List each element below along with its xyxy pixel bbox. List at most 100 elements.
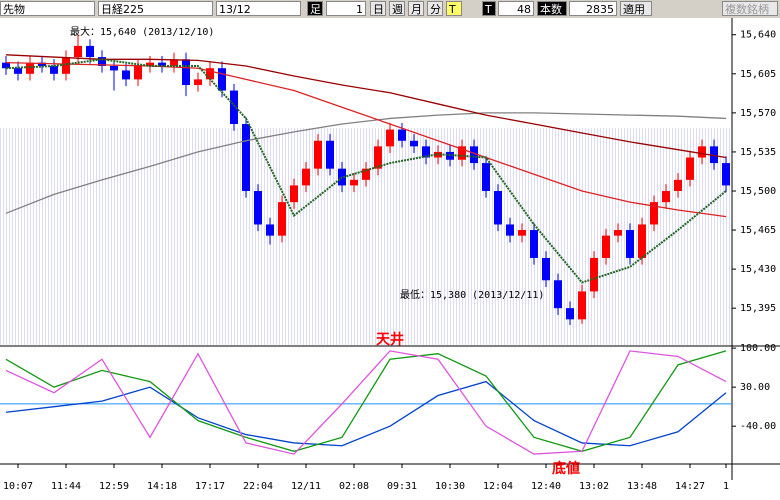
candle-body (146, 62, 154, 66)
candle-body (86, 45, 94, 58)
candle-body (98, 57, 106, 66)
count-label: 本数 (537, 1, 567, 16)
candle-body (62, 57, 70, 74)
x-tick-label: 10:30 (435, 481, 465, 492)
candle-body (410, 140, 418, 147)
candle-body (14, 68, 22, 74)
candle-body (626, 230, 634, 258)
y-tick-label: 15,640 (740, 30, 776, 41)
y-tick-label: 15,465 (740, 225, 776, 236)
candle-body (122, 70, 130, 80)
minute-button[interactable]: 分 (427, 1, 443, 16)
osc-tick-label: 100.00 (740, 343, 776, 354)
index-select[interactable]: 日経225 (98, 1, 213, 16)
x-tick-label: 14:27 (675, 481, 705, 492)
x-tick-label: 1 (723, 481, 729, 492)
candle-body (710, 146, 718, 164)
y-tick-label: 15,395 (740, 303, 776, 314)
moving-average (5, 54, 727, 159)
candle-body (662, 190, 670, 203)
tick-label: T (482, 1, 496, 16)
candle-body (386, 129, 394, 147)
candle-body (566, 308, 574, 320)
multi-button[interactable]: 複数銘柄 (722, 1, 778, 16)
x-tick-label: 14:18 (147, 481, 177, 492)
candle-body (530, 230, 538, 258)
chart: 最大：15,640 (2013/12/10) 最低：15,380 (2013/1… (0, 18, 780, 492)
x-tick-label: 22:04 (243, 481, 273, 492)
candle-body (614, 230, 622, 236)
x-tick-label: 12:40 (531, 481, 561, 492)
moving-average (5, 112, 727, 214)
bar-label: 足 (307, 1, 323, 16)
candle-body (506, 224, 514, 236)
moving-average (5, 61, 727, 218)
y-tick-label: 15,570 (740, 108, 776, 119)
candle-body (110, 65, 118, 71)
x-tick-label: 12/11 (291, 481, 321, 492)
toolbar: 先物 日経225 13/12 足 1 日 週 月 分 T T 48 本数 283… (0, 0, 780, 18)
candle-body (722, 163, 730, 186)
candle-body (170, 59, 178, 66)
x-tick-label: 12:59 (99, 481, 129, 492)
candle-body (218, 68, 226, 91)
candle-body (206, 68, 214, 80)
contract-select[interactable]: 13/12 (216, 1, 301, 16)
candle-body (650, 202, 658, 225)
x-tick-label: 17:17 (195, 481, 225, 492)
candle-body (326, 140, 334, 169)
bar-size[interactable]: 1 (326, 1, 366, 16)
top-label: 天井 (376, 331, 404, 348)
count-input[interactable]: 2835 (569, 1, 617, 16)
oscillator-line (5, 380, 727, 447)
x-tick-label: 10:07 (3, 481, 33, 492)
candle-body (302, 168, 310, 186)
product-select[interactable]: 先物 (0, 1, 95, 16)
x-tick-label: 13:48 (627, 481, 657, 492)
apply-button[interactable]: 適用 (620, 1, 652, 16)
month-button[interactable]: 月 (408, 1, 424, 16)
osc-tick-label: 30.00 (740, 382, 770, 393)
bottom-label: 底値 (552, 460, 580, 477)
candle-body (422, 146, 430, 158)
candle-body (242, 124, 250, 191)
candle-body (578, 291, 586, 320)
candle-body (74, 45, 82, 58)
y-tick-label: 15,430 (740, 264, 776, 275)
day-button[interactable]: 日 (370, 1, 386, 16)
moving-average (5, 58, 727, 284)
candle-body (698, 146, 706, 158)
candle-body (194, 79, 202, 85)
candle-body (314, 140, 322, 169)
candle-body (590, 257, 598, 292)
candle-body (602, 235, 610, 258)
candle-body (230, 90, 238, 125)
max-annotation: 最大：15,640 (2013/12/10) (70, 25, 214, 38)
x-tick-label: 13:02 (579, 481, 609, 492)
candle-body (362, 168, 370, 180)
y-tick-label: 15,535 (740, 147, 776, 158)
x-tick-label: 11:44 (51, 481, 81, 492)
candle-body (350, 179, 358, 186)
candle-body (158, 62, 166, 66)
candle-body (2, 62, 10, 69)
candle-body (374, 146, 382, 169)
y-tick-label: 15,605 (740, 69, 776, 80)
candle-body (542, 257, 550, 281)
candle-body (254, 190, 262, 225)
candle-body (266, 224, 274, 236)
candle-body (494, 190, 502, 225)
min-annotation: 最低：15,380 (2013/12/11) (400, 288, 544, 301)
week-button[interactable]: 週 (389, 1, 405, 16)
candle-body (50, 65, 58, 74)
candle-body (398, 129, 406, 141)
candle-body (638, 224, 646, 258)
tick-button[interactable]: T (446, 1, 462, 16)
tick-count[interactable]: 48 (498, 1, 534, 16)
oscillator-line (5, 350, 727, 452)
candle-body (290, 185, 298, 203)
candle-body (470, 146, 478, 164)
candle-body (38, 62, 46, 66)
x-tick-label: 09:31 (387, 481, 417, 492)
